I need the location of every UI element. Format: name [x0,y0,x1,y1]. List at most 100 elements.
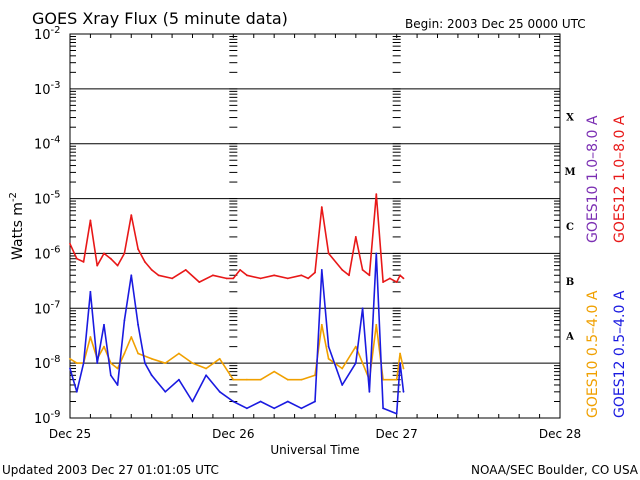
data-point [150,269,153,271]
data-point [232,378,235,381]
data-point [399,274,401,277]
y-tick-label: 10-3 [34,80,61,98]
data-point [191,400,194,403]
day-separator-ticks [229,36,401,419]
data-point [89,336,92,338]
data-point [395,412,398,415]
data-point [123,352,126,355]
data-point [69,357,71,360]
data-point [116,264,119,267]
flare-class-label: B [566,277,574,288]
data-point [354,345,357,348]
data-point [361,269,364,271]
data-point [75,390,78,393]
data-point [225,277,228,280]
data-point [354,362,357,364]
x-tick-label: Dec 26 [212,427,254,441]
data-point [96,362,99,364]
data-point [96,264,99,267]
data-point [232,400,235,403]
data-point [286,277,289,280]
data-point [103,252,105,255]
y-tick-label: 10-9 [34,409,61,427]
data-point [82,362,85,364]
data-point [259,277,262,280]
data-point [109,374,112,377]
data-point [137,248,140,251]
data-point [273,274,276,277]
legend: GOES10 1.0–8.0 A GOES12 1.0–8.0 A GOES10… [585,115,628,418]
flare-class-label: X [566,112,574,123]
data-point [300,407,303,410]
data-point [191,362,194,364]
data-point [399,352,401,355]
data-point [341,384,344,386]
data-point [399,362,401,364]
data-point [286,378,289,381]
data-point [218,357,221,360]
data-point [314,400,316,403]
data-point [327,252,330,255]
data-point [300,378,303,381]
data-point [75,362,78,364]
minor-ticks [69,34,561,418]
flare-class-label: A [565,332,574,343]
flare-class-labels: X M C B A [564,112,575,342]
data-point [348,274,350,277]
data-point [273,370,276,373]
data-point [382,281,384,283]
flare-class-label: M [564,167,575,178]
data-point [130,336,133,338]
data-point [286,400,289,403]
data-point [137,352,140,355]
data-point [395,378,398,381]
flare-class-label: C [566,222,574,233]
legend-goes12-short: GOES12 0.5–4.0 A [612,290,628,418]
data-point [150,357,153,360]
data-point [103,345,105,348]
data-point [402,367,405,370]
data-point [205,374,208,377]
data-point [123,252,126,255]
data-point [164,390,167,393]
data-point [341,269,344,271]
data-point [164,362,167,364]
data-point [354,236,357,238]
data-point [307,277,310,280]
data-point [171,277,174,280]
data-point [212,274,214,277]
data-point [368,274,371,277]
x-tick-label: Dec 27 [376,427,418,441]
y-tick-label: 10-2 [34,25,61,43]
legend-goes12-long: GOES12 1.0–8.0 A [612,115,628,243]
data-point [246,378,248,381]
data-point [273,407,276,410]
y-axis-label-text: Watts m [10,202,26,260]
data-point [130,274,133,277]
y-tick-label: 10-5 [34,190,61,208]
y-tick-label: 10-6 [34,244,61,262]
data-point [144,261,146,263]
data-point [368,390,371,393]
data-point [232,277,235,280]
data-point [137,323,140,326]
y-axis-label-exponent: -2 [8,192,19,202]
data-point [89,290,92,293]
data-point [109,257,112,260]
legend-goes10-short: GOES10 0.5–4.0 A [585,290,601,418]
data-point [157,274,160,277]
data-point [109,362,112,364]
data-point [389,277,391,280]
data-point [144,362,146,364]
data-point [320,323,323,326]
data-point [198,281,201,283]
plot-frame [69,33,561,419]
y-tick-labels: 10-2 10-3 10-4 10-5 10-6 10-7 10-8 10-9 [34,25,61,427]
data-point [150,374,153,377]
data-point [375,252,378,255]
data-point [320,269,323,271]
series-layer [69,193,405,415]
data-point [82,261,85,263]
y-tick-label: 10-8 [34,354,61,372]
x-axis-label: Universal Time [270,443,359,457]
